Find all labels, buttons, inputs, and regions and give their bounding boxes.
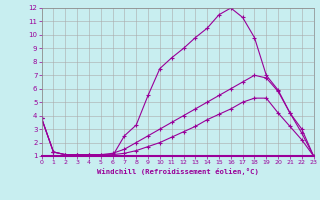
X-axis label: Windchill (Refroidissement éolien,°C): Windchill (Refroidissement éolien,°C) (97, 168, 259, 175)
